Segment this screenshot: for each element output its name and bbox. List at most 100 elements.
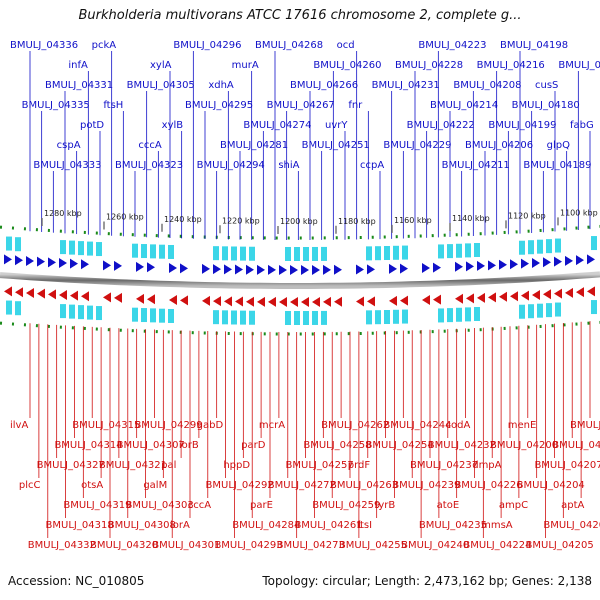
reverse-gene-label: hppD [223, 460, 250, 471]
forward-gene-label: ocd [337, 40, 355, 51]
label-leader-lines [29, 51, 591, 538]
forward-gene-label: BMULJ_04199 [488, 120, 556, 131]
backbone-arc [0, 271, 600, 289]
reverse-gene-label: BMULJ_04235 [419, 520, 487, 531]
forward-gene-label: BMULJ_04268 [255, 40, 323, 51]
reverse-gene-label: ampC [499, 500, 528, 511]
reverse-gene-label: BMULJ_04239 [392, 480, 460, 491]
reverse-gene-label: galM [143, 480, 167, 491]
reverse-gene-label: mcrA [259, 420, 285, 431]
reverse-gene-label: BMULJ_04262 [321, 420, 389, 431]
reverse-gene-label: BMULJ_04272 [268, 480, 336, 491]
forward-gene-label: BMULJ_04294 [197, 160, 265, 171]
reverse-gene-label: BMULJ_04332 [28, 540, 96, 551]
scale-ticks: 1280 kbp 1260 kbp 1240 kbp 1220 kbp 1200 kbp… [41, 208, 598, 234]
forward-gene-label: BMULJ_04222 [407, 120, 475, 131]
forward-gene-arrows [4, 254, 595, 275]
reverse-gene-label: tyrB [374, 500, 395, 511]
reverse-gene-label: BMULJ_04284 [232, 520, 300, 531]
forward-gene-label: cusS [535, 80, 558, 91]
forward-gene-label: BMULJ_04223 [418, 40, 486, 51]
reverse-gene-label: BMULJ_04321 [99, 460, 167, 471]
reverse-gene-label: aptA [561, 500, 584, 511]
scale-tick-label: 1100 kbp [560, 208, 598, 217]
forward-gene-label: BMULJ_04214 [430, 100, 498, 111]
forward-gene-label: BMULJ_04231 [372, 80, 440, 91]
forward-gene-label: BMULJ_04331 [45, 80, 113, 91]
forward-gene-label: BMULJ_04229 [383, 140, 451, 151]
reverse-gene-label: BMULJ_04314 [54, 440, 122, 451]
forward-feature-blocks [6, 236, 597, 261]
gene-labels: BMULJ_04336 BMULJ_04335 BMULJ_04333 BMULJ_0… [10, 40, 600, 551]
reverse-gene-label: BMULJ_04244 [383, 420, 451, 431]
reverse-gene-label: pal [161, 460, 176, 471]
reverse-gene-label: codA [446, 420, 471, 431]
scale-tick-label: 1200 kbp [280, 217, 318, 226]
scale-tick-label: 1220 kbp [222, 216, 260, 225]
reverse-gene-label: dmpA [472, 460, 501, 471]
forward-gene-label: BMULJ_04281 [220, 140, 288, 151]
reverse-gene-label: BMULJ_04320 [90, 540, 158, 551]
forward-gene-label: pckA [92, 40, 117, 51]
reverse-gene-label: BMULJ_04273 [277, 540, 345, 551]
forward-gene-label: BMULJ_04260 [313, 60, 381, 71]
scale-tick-label: 1160 kbp [394, 216, 432, 225]
forward-gene-label: BMULJ_04266 [290, 80, 358, 91]
forward-gene-label: glpQ [547, 140, 570, 151]
forward-gene-label: BMULJ_04267 [267, 100, 335, 111]
reverse-gene-label: BMULJ_04259 [312, 500, 380, 511]
reverse-gene-label: otsA [81, 480, 103, 491]
forward-gene-label: fnr [348, 100, 363, 111]
reverse-gene-label: BMULJ_04215 [570, 420, 600, 431]
scale-tick-label: 1140 kbp [452, 214, 490, 223]
forward-gene-label: BMULJ_04228 [395, 60, 463, 71]
forward-gene-label: uvrY [325, 120, 348, 131]
reverse-gene-label: BMULJ_04255 [339, 540, 407, 551]
reverse-gene-label: parE [250, 500, 273, 511]
reverse-gene-label: BMULJ_04308 [108, 520, 176, 531]
scale-tick-label: 1240 kbp [164, 215, 202, 224]
reverse-gene-label: BMULJ_04299 [134, 420, 202, 431]
feature-rings [0, 224, 600, 336]
forward-gene-label: BMULJ_04274 [243, 120, 311, 131]
reverse-gene-label: BMULJ_04237 [410, 460, 478, 471]
reverse-gene-label: BMULJ_04307 [117, 440, 185, 451]
reverse-gene-label: BMULJ_04292 [206, 480, 274, 491]
reverse-gene-label: BMULJ_04319 [63, 500, 131, 511]
reverse-gene-label: BMULJ_04232 [428, 440, 496, 451]
genome-info-text: Topology: circular; Length: 2,473,162 bp… [262, 574, 592, 588]
reverse-gene-label: BMULJ_04210 [552, 440, 600, 451]
accession-text: Accession: NC_010805 [8, 574, 145, 588]
reverse-gene-label: BMULJ_04263 [330, 480, 398, 491]
forward-gene-label: shiA [278, 160, 299, 171]
reverse-gene-label: BMULJ_04204 [517, 480, 585, 491]
forward-gene-label: BMULJ_04323 [115, 160, 183, 171]
reverse-gene-label: atoE [437, 500, 460, 511]
reverse-gene-label: parD [241, 440, 266, 451]
reverse-gene-label: menE [508, 420, 537, 431]
scale-tick-label: 1180 kbp [338, 217, 376, 226]
forward-gene-label: BMULJ_04333 [33, 160, 101, 171]
forward-gene-label: BMULJ_04211 [442, 160, 510, 171]
forward-gene-label: BMULJ_04305 [127, 80, 195, 91]
reverse-gene-label: BMULJ_04226 [454, 480, 522, 491]
reverse-gene-label: BMULJ_04224 [463, 540, 531, 551]
reverse-gene-label: prdF [348, 460, 371, 471]
reverse-gene-label: BMULJ_04318 [46, 520, 114, 531]
reverse-gene-label: BMULJ_04293 [214, 540, 282, 551]
scale-tick-label: 1280 kbp [44, 209, 82, 218]
reverse-gene-label: ilvA [10, 420, 28, 431]
forward-gene-label: BMULJ_04208 [453, 80, 521, 91]
forward-gene-label: BMULJ_04206 [465, 140, 533, 151]
forward-gene-label: xylB [162, 120, 184, 131]
forward-gene-label: ccpA [360, 160, 384, 171]
forward-gene-label: cccA [138, 140, 161, 151]
forward-gene-label: potD [80, 120, 104, 131]
reverse-gene-label: BMULJ_04254 [366, 440, 434, 451]
reverse-gene-label: cccA [188, 500, 211, 511]
forward-gene-label: murA [232, 60, 259, 71]
forward-gene-label: BMULJ_04189 [523, 160, 591, 171]
forward-gene-label: BMULJ_04296 [173, 40, 241, 51]
reverse-gene-label: BMULJ_04209 [543, 520, 600, 531]
